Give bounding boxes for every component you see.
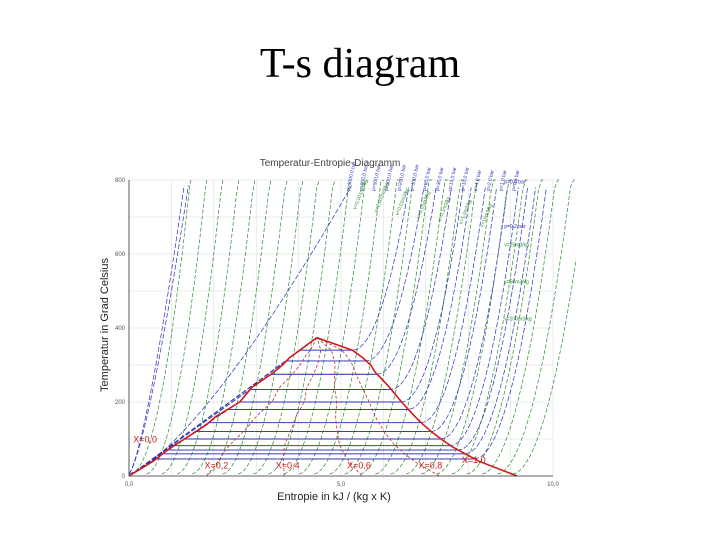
isochore-line	[390, 179, 465, 475]
isochore-line	[130, 179, 191, 475]
isobars	[128, 185, 547, 477]
isochore-line	[237, 179, 304, 475]
quality-line	[316, 337, 440, 477]
saturated-vapor-line	[316, 336, 518, 477]
isobar-label: p=2,0 bar	[485, 169, 495, 191]
isobar-label: p=10,0 bar	[460, 166, 471, 191]
y-axis-label: Temperatur in Grad Celsius	[99, 258, 111, 392]
y-tick-label: 600	[115, 252, 126, 258]
y-tick-label: 800	[115, 178, 126, 184]
isobar-line	[128, 187, 452, 477]
isobar-label: p=300,0 bar	[384, 164, 396, 192]
x-tick-label: 10,0	[547, 482, 559, 488]
liquid-line-label: X=0,0	[133, 435, 157, 445]
isochore-label: v=25m3/kg	[504, 243, 529, 249]
isobar-label: p=0,4 bar	[504, 180, 526, 186]
isobar-label: p=200,0 bar	[396, 164, 408, 192]
quality-line	[316, 337, 363, 477]
x-axis-label: Entropie in kJ / (kg x K)	[277, 491, 391, 503]
ts-chart: Temperatur-Entropie-Diagramm 0,0 5,0 10,0 0…	[96, 150, 576, 510]
quality-line	[283, 337, 322, 477]
chart-title: Temperatur-Entropie-Diagramm	[260, 158, 401, 169]
isochore-line	[375, 179, 449, 475]
isochore-label: v=0,05m3/kg	[416, 190, 432, 219]
isochore-line	[512, 258, 576, 475]
isobar-line	[128, 185, 185, 475]
y-tick-label: 0	[122, 474, 126, 480]
isochores	[130, 179, 576, 475]
y-tick-label: 400	[115, 326, 126, 332]
axes: 0,0 5,0 10,0 0 200 400 600 800	[115, 178, 560, 488]
isochore-line	[283, 179, 352, 475]
slide-title: T-s diagram	[259, 41, 461, 87]
isobar-label: p=60,0 bar	[422, 166, 433, 191]
isobar-line	[128, 187, 437, 477]
isobar-line	[128, 185, 352, 475]
isochore-line	[405, 179, 481, 475]
x-tick-label: 5,0	[337, 482, 346, 488]
isochore-label: v=50m3/kg	[504, 280, 529, 286]
isobar-label: p=100,0 bar	[409, 164, 421, 192]
quality-label: X=0,2	[204, 461, 228, 471]
isochore-line	[329, 179, 400, 475]
isochore-line	[192, 179, 256, 475]
isochore-label: v=0,1m3/kg	[437, 196, 452, 223]
labels: X=0,2 X=0,4 X=0,6 X=0,8X=0,0X=1,0p=1000,0 b…	[133, 161, 532, 471]
isobar-line	[128, 187, 472, 477]
isobar-label: p=4,0 bar	[473, 169, 483, 191]
isochore-line	[207, 179, 272, 475]
isochore-line	[344, 179, 416, 475]
isochore-line	[161, 179, 224, 475]
isochore-line	[253, 179, 320, 475]
isobar-label: p=1,0 bar	[498, 169, 508, 191]
isochore-line	[359, 179, 433, 475]
isochore-label: v=0,01m3/kg	[395, 187, 411, 216]
isobar-line	[128, 187, 508, 477]
isobar-line	[128, 187, 536, 477]
isobar-label: p=500,0 bar	[371, 164, 383, 192]
isochore-line	[314, 179, 384, 475]
isobar-label: p=15,0 bar	[447, 166, 458, 191]
isochore-line	[482, 179, 562, 475]
isochore-line	[146, 179, 207, 475]
isobar-line	[128, 187, 497, 477]
quality-label: X=0,4	[276, 461, 300, 471]
quality-line	[206, 337, 318, 477]
isochore-line	[268, 179, 336, 475]
isobar-label: p=30,0 bar	[435, 166, 446, 191]
saturation-dome	[128, 336, 518, 477]
isochore-line	[222, 179, 288, 475]
isochore-line	[497, 179, 576, 475]
isobar-label: p=800,0 bar	[358, 164, 370, 192]
isobar-line	[128, 187, 425, 477]
isobar-label: p=0,2 bar	[504, 224, 526, 230]
isobar-line	[128, 185, 189, 475]
isochore-line	[298, 179, 368, 475]
isochore-line	[176, 179, 240, 475]
isochore-line	[451, 179, 529, 475]
quality-label: X=0,8	[419, 461, 443, 471]
quality-lines	[206, 337, 440, 477]
y-tick-label: 200	[115, 400, 126, 406]
x-tick-label: 0,0	[125, 482, 134, 488]
vapor-line-label: X=1,0	[462, 455, 486, 465]
isochore-line	[436, 179, 513, 475]
ts-chart-svg: Temperatur-Entropie-Diagramm 0,0 5,0 10,00…	[99, 158, 576, 503]
isochore-line	[420, 179, 497, 475]
isochore-line	[466, 179, 545, 475]
isochore-label: v=100m3/kg	[504, 317, 532, 323]
saturated-liquid-line	[128, 336, 318, 477]
isobar-line	[128, 187, 410, 477]
quality-label: X=0,6	[347, 461, 371, 471]
isobar-label: p=0,5 bar	[511, 169, 521, 191]
